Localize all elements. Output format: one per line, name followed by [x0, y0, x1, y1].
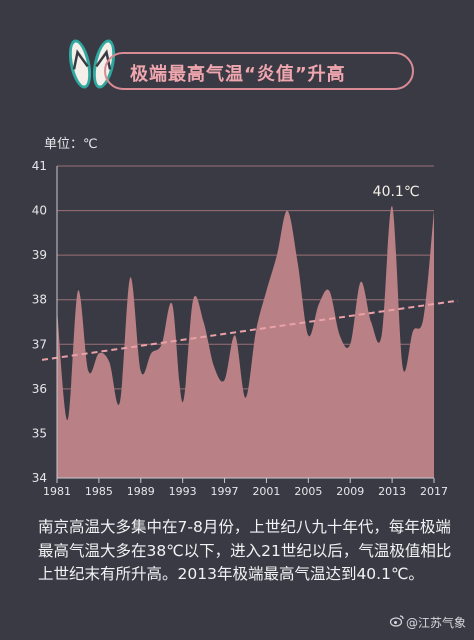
y-tick-label: 36	[32, 382, 47, 396]
weibo-watermark: @江苏气象	[389, 614, 467, 631]
weibo-icon	[389, 615, 404, 630]
area-series	[57, 205, 434, 478]
description-text: 南京高温大多集中在7-8月份，上世纪八九十年代，每年极端最高气温大多在38℃以下…	[38, 518, 452, 583]
y-tick-label: 40	[32, 204, 47, 218]
title-banner	[104, 52, 414, 90]
x-tick-label: 1993	[169, 485, 197, 498]
axes	[56, 166, 435, 483]
y-tick-label: 37	[32, 337, 47, 351]
y-tick-label: 35	[32, 426, 47, 440]
tick-labels: 34 35 36 37 38 39 40 41 1981 1985 1989 1993 1997 2001…	[32, 159, 448, 498]
y-tick-label: 39	[32, 248, 47, 262]
x-tick-label: 1985	[85, 485, 113, 498]
x-tick-label: 2001	[252, 485, 280, 498]
trend-line	[41, 299, 459, 361]
temperature-area-chart: 34 35 36 37 38 39 40 41 1981 1985 1989 1993 1997 2001…	[32, 159, 459, 498]
x-tick-label: 2009	[336, 485, 364, 498]
x-tick-label: 2005	[294, 485, 322, 498]
chart-title: 极端最高气温“炎值”升高	[130, 64, 346, 85]
y-tick-label: 34	[32, 471, 47, 485]
x-tick-label: 1989	[127, 485, 155, 498]
x-tick-label: 1997	[211, 485, 239, 498]
unit-label: 单位：℃	[44, 137, 98, 152]
x-tick-label: 1981	[43, 485, 71, 498]
y-tick-label: 38	[32, 293, 47, 307]
x-tick-label: 2017	[420, 485, 448, 498]
watermark-text: @江苏气象	[406, 616, 467, 630]
peak-annotation: 40.1℃	[373, 184, 420, 200]
y-tick-label: 41	[32, 159, 47, 173]
x-tick-label: 2013	[378, 485, 406, 498]
